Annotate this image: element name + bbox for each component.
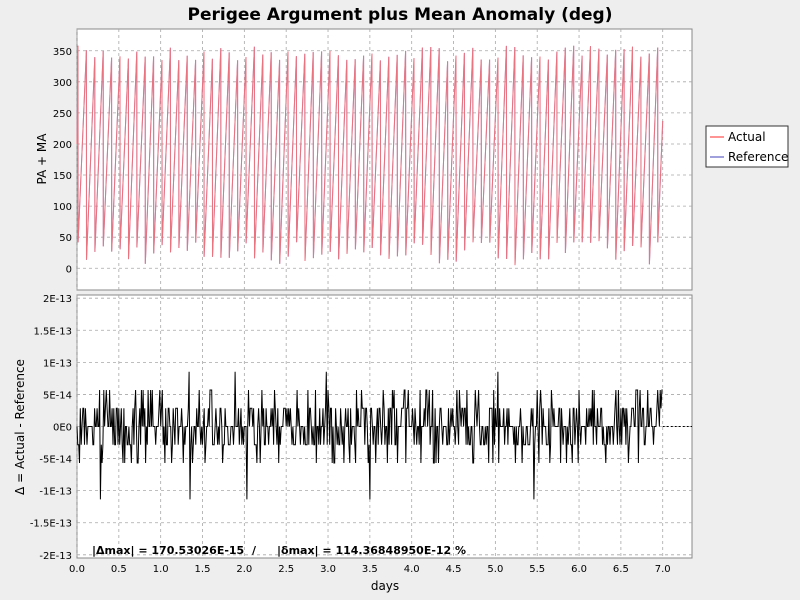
bottom-y-tick-label: 1E-13 (43, 358, 72, 369)
bottom-y-tick-label: -1.5E-13 (30, 519, 72, 530)
annotation-separator: / (252, 544, 257, 557)
x-tick-label: 2.5 (278, 564, 294, 575)
bottom-y-tick-label: -2E-13 (39, 551, 72, 562)
bottom-y-tick-label: 5E-14 (43, 390, 72, 401)
x-tick-label: 7.0 (655, 564, 671, 575)
x-tick-label: 4.5 (446, 564, 462, 575)
top-y-tick-label: 0 (66, 264, 72, 275)
top-y-tick-label: 350 (53, 47, 72, 58)
bottom-y-tick-label: -1E-13 (39, 487, 72, 498)
x-tick-label: 1.5 (195, 564, 211, 575)
legend-box (705, 125, 789, 168)
delta-max-annotation: |Δmax| = 170.53026E-15 (92, 544, 244, 557)
x-axis-label: days (371, 579, 399, 593)
x-tick-label: 1.0 (153, 564, 169, 575)
bottom-y-tick-label: 2E-13 (43, 294, 72, 305)
x-tick-label: 0.0 (69, 564, 85, 575)
x-tick-label: 3.0 (320, 564, 336, 575)
series-actual-line (76, 45, 664, 266)
top-y-tick-label: 250 (53, 109, 72, 120)
chart-title: Perigee Argument plus Mean Anomaly (deg) (188, 5, 613, 25)
bottom-y-tick-label: -5E-14 (39, 455, 72, 466)
x-tick-label: 5.0 (487, 564, 503, 575)
x-tick-label: 0.5 (111, 564, 127, 575)
top-panel: 0 50 100 150 200 250 300 350 PA + MA (35, 28, 693, 291)
top-y-tick-label: 200 (53, 140, 72, 151)
top-y-tick-label: 100 (53, 202, 72, 213)
bottom-y-tick-label: 1.5E-13 (33, 326, 72, 337)
x-tick-label: 4.0 (404, 564, 420, 575)
x-tick-label: 2.0 (236, 564, 252, 575)
top-y-axis-label: PA + MA (35, 133, 49, 185)
bottom-panel: -2E-13 -1.5E-13 -1E-13 -5E-14 0E0 5E-14 1E-13 1… (13, 294, 693, 593)
top-y-tick-label: 300 (53, 78, 72, 89)
legend[interactable]: Actual Reference (705, 125, 789, 168)
top-y-tick-label: 50 (59, 233, 72, 244)
bottom-y-tick-label: 0E0 (53, 423, 72, 434)
rel-max-annotation: |δmax| = 114.36848950E-12 % (277, 544, 466, 557)
x-tick-label: 6.5 (613, 564, 629, 575)
x-tick-label: 5.5 (529, 564, 545, 575)
legend-label-actual: Actual (728, 130, 766, 144)
bottom-y-axis-label: Δ = Actual - Reference (13, 359, 27, 495)
top-y-tick-label: 150 (53, 171, 72, 182)
series-delta-line (76, 371, 663, 500)
x-tick-label: 6.0 (571, 564, 587, 575)
legend-label-reference: Reference (728, 150, 788, 164)
x-tick-label: 3.5 (362, 564, 378, 575)
